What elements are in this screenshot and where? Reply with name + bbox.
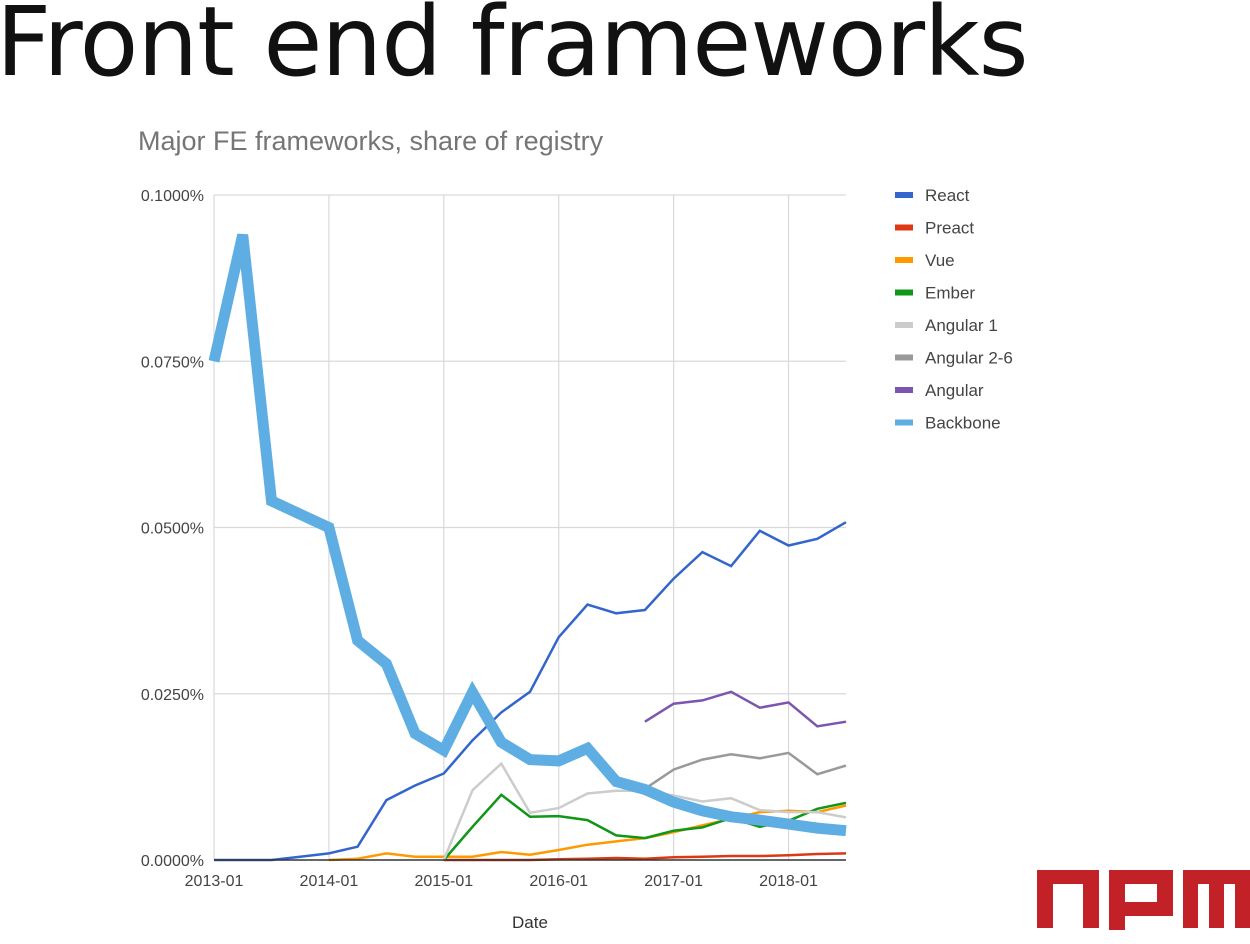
chart-axes: 0.0000% 0.0250% 0.0500% 0.0750% 0.1000% 2013-… bbox=[141, 188, 846, 890]
legend-label-angular: Angular bbox=[925, 381, 984, 400]
legend-label-angular-1: Angular 1 bbox=[925, 316, 998, 335]
y-tick-label: 0.0500% bbox=[141, 521, 204, 538]
x-tick-label: 2015-01 bbox=[414, 873, 473, 890]
series-line-angular-1 bbox=[442, 761, 847, 861]
series-line-preact bbox=[443, 852, 847, 862]
legend-swatch-vue bbox=[895, 257, 913, 263]
legend-label-react: React bbox=[925, 186, 970, 205]
x-tick-label: 2017-01 bbox=[644, 873, 703, 890]
legend-label-preact: Preact bbox=[925, 219, 974, 238]
legend-label-backbone: Backbone bbox=[925, 414, 1001, 433]
legend-swatch-backbone bbox=[895, 419, 913, 426]
legend-label-angular-2-6: Angular 2-6 bbox=[925, 349, 1013, 368]
x-tick-label: 2016-01 bbox=[529, 873, 588, 890]
x-tick-label: 2013-01 bbox=[185, 873, 244, 890]
legend-swatch-preact bbox=[895, 224, 913, 231]
legend-label-vue: Vue bbox=[925, 251, 955, 270]
x-tick-label: 2014-01 bbox=[300, 873, 359, 890]
x-tick-label: 2018-01 bbox=[759, 873, 818, 890]
series-line-angular-2-6 bbox=[644, 751, 847, 790]
chart-title: Major FE frameworks, share of registry bbox=[138, 126, 604, 156]
legend-swatch-angular-1 bbox=[895, 322, 913, 328]
series-line-angular bbox=[644, 690, 847, 728]
legend-swatch-react bbox=[895, 192, 913, 198]
y-tick-label: 0.0750% bbox=[141, 354, 204, 371]
series-line-react bbox=[214, 521, 847, 862]
npm-logo bbox=[1037, 870, 1250, 930]
chart-series-lines bbox=[208, 233, 847, 862]
y-tick-label: 0.1000% bbox=[141, 188, 204, 205]
y-tick-label: 0.0250% bbox=[141, 687, 204, 704]
slide-title: Front end frameworks bbox=[0, 0, 1029, 98]
series-line-backbone bbox=[208, 233, 847, 837]
legend-swatch-ember bbox=[895, 289, 913, 296]
x-axis-title: Date bbox=[512, 913, 548, 932]
legend-swatch-angular bbox=[895, 387, 913, 393]
legend-label-ember: Ember bbox=[925, 284, 975, 303]
chart-legend: React Preact Vue Ember Angular 1 Angular 2-6 A… bbox=[895, 186, 1013, 433]
series-line-vue bbox=[328, 804, 847, 862]
legend-swatch-angular-2-6 bbox=[895, 354, 913, 361]
y-tick-label: 0.0000% bbox=[141, 853, 204, 870]
